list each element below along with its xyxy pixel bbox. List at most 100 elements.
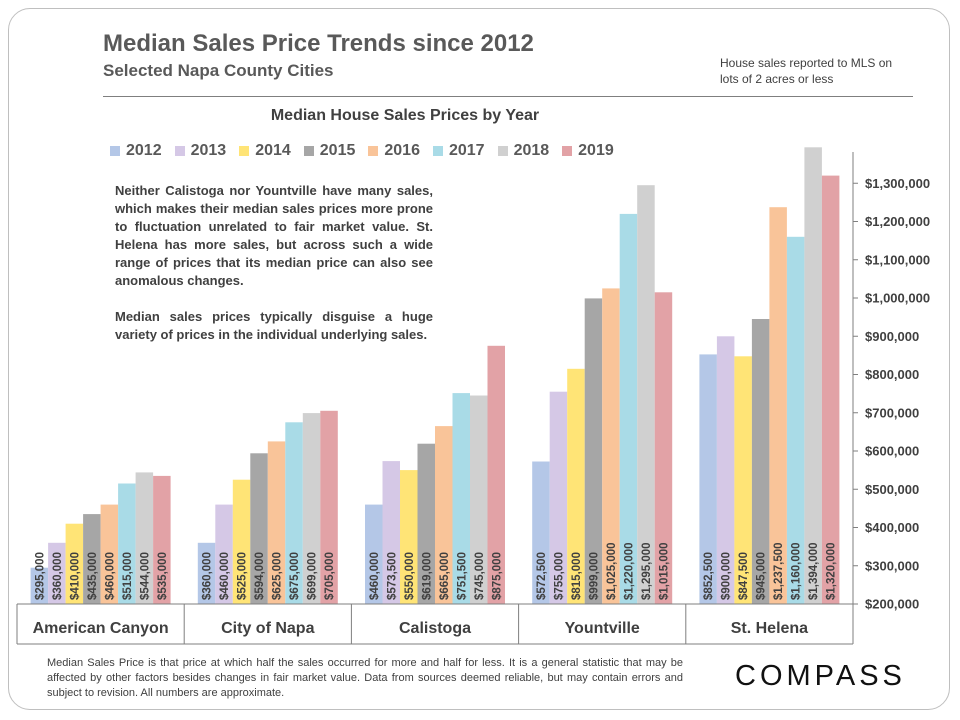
bar	[285, 422, 303, 604]
commentary-text: Neither Calistoga nor Yountville have ma…	[115, 182, 433, 362]
bar	[267, 441, 286, 604]
y-tick-label: $700,000	[865, 405, 919, 420]
legend-swatch	[239, 146, 250, 156]
bar-data-label: $410,000	[69, 552, 81, 600]
bar	[470, 395, 488, 604]
legend-label: 2012	[126, 142, 162, 159]
bar-data-label: $625,000	[272, 552, 284, 600]
bar-data-label: $1,320,000	[826, 542, 838, 600]
bar	[786, 236, 805, 605]
legend-swatch	[110, 146, 120, 156]
bar	[602, 288, 620, 604]
bar-data-label: $460,000	[104, 552, 116, 600]
bar	[619, 213, 638, 604]
bar-data-label: $515,000	[122, 552, 134, 600]
y-tick-label: $1,100,000	[865, 252, 930, 267]
bar-data-label: $525,000	[237, 552, 249, 600]
y-tick-label: $1,300,000	[865, 176, 930, 191]
legend-swatch	[368, 146, 379, 156]
legend-swatch	[432, 146, 443, 156]
chart-legend: 2012 2013 2014 2015 2016 2017 2018 2019	[110, 140, 627, 162]
bar-data-label: $675,000	[289, 552, 301, 600]
legend-label: 2014	[255, 142, 291, 159]
slide-frame	[8, 8, 950, 710]
bar-data-label: $460,000	[219, 552, 231, 600]
bar	[751, 319, 770, 604]
bar	[654, 292, 673, 604]
bar-data-label: $460,000	[369, 552, 381, 600]
legend-swatch	[174, 146, 185, 156]
legend-item: 2012	[110, 142, 162, 160]
legend-label: 2015	[319, 142, 356, 159]
bar	[382, 461, 400, 604]
legend-label: 2016	[384, 142, 420, 159]
bar	[302, 413, 321, 604]
bar	[320, 410, 338, 604]
bar-data-label: $360,000	[52, 552, 64, 600]
bar	[769, 207, 787, 604]
y-tick-label: $800,000	[865, 367, 919, 382]
bar-data-label: $751,500	[456, 552, 468, 600]
bar	[487, 345, 505, 604]
bar-data-label: $945,000	[756, 552, 768, 600]
bar	[532, 461, 550, 604]
legend-label: 2018	[513, 142, 550, 159]
bar-data-label: $360,000	[202, 552, 214, 600]
bar-data-label: $435,000	[87, 552, 99, 600]
y-tick-label: $400,000	[865, 520, 919, 535]
bar	[804, 147, 822, 605]
footnote: Median Sales Price is that price at whic…	[47, 657, 683, 699]
y-tick-label: $900,000	[865, 329, 919, 344]
legend-item: 2014	[239, 142, 291, 160]
bar-data-label: $572,500	[536, 552, 548, 600]
bar	[197, 542, 216, 604]
legend-label: 2013	[190, 142, 227, 159]
bar	[30, 567, 49, 604]
bar	[153, 475, 171, 604]
y-tick-label: $500,000	[865, 482, 919, 497]
bar	[734, 356, 752, 604]
bar	[716, 336, 735, 605]
bar-data-label: $999,000	[588, 552, 600, 600]
compass-logo: COMPASS	[735, 660, 906, 692]
bar-labels-group: $295,000 $360,000 $410,000 $435,000 $460,000…	[34, 542, 837, 600]
legend-label: 2017	[448, 142, 485, 159]
page-subtitle: Selected Napa County Cities	[103, 61, 334, 80]
bar	[135, 472, 154, 604]
bar-data-label: $594,000	[254, 552, 266, 600]
bar	[452, 393, 470, 604]
bar-data-label: $1,160,000	[791, 542, 803, 600]
bar-data-label: $1,394,000	[808, 542, 820, 600]
commentary-paragraph: Neither Calistoga nor Yountville have ma…	[115, 183, 433, 288]
legend-swatch	[497, 146, 508, 156]
legend-item: 2019	[562, 142, 614, 160]
bar-data-label: $619,000	[421, 552, 433, 600]
bar	[699, 354, 717, 604]
legend-label: 2019	[578, 142, 614, 159]
legend-swatch	[562, 146, 573, 156]
bar	[232, 479, 251, 604]
y-tick-label: $600,000	[865, 444, 919, 459]
bar-data-label: $900,000	[721, 552, 733, 600]
bar	[118, 483, 136, 604]
bar	[821, 175, 840, 604]
legend-item: 2017	[432, 142, 485, 160]
legend-item: 2018	[497, 142, 550, 160]
bar-data-label: $665,000	[439, 552, 451, 600]
legend-item: 2013	[174, 142, 227, 160]
bar	[417, 443, 435, 604]
x-tick-label: St. Helena	[731, 620, 808, 637]
bar-data-label: $1,295,000	[641, 542, 653, 600]
page-title: Median Sales Price Trends since 2012	[103, 30, 534, 57]
bar	[637, 185, 655, 604]
bar-data-label: $847,500	[738, 552, 750, 600]
bar-data-label: $755,000	[553, 552, 565, 600]
y-tick-label: $1,000,000	[865, 291, 930, 306]
bar-data-label: $1,237,500	[773, 542, 785, 600]
bar-data-label: $705,000	[324, 552, 336, 600]
x-tick-label: American Canyon	[33, 620, 169, 637]
y-axis: $200,000 $300,000 $400,000 $500,000 $600,000…	[852, 152, 930, 612]
bar-data-label: $573,500	[386, 552, 398, 600]
bar	[83, 514, 101, 604]
